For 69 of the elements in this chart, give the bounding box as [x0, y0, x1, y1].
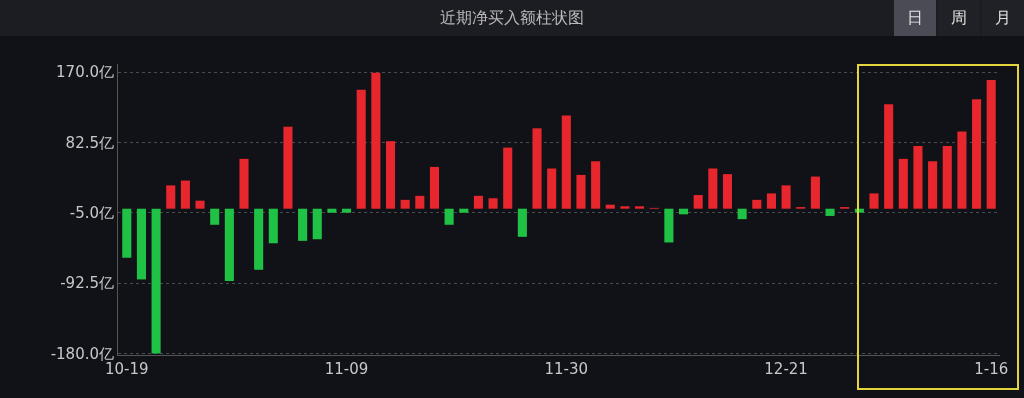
bar — [884, 104, 894, 209]
text: 日 — [894, 0, 936, 36]
bar — [810, 176, 820, 209]
bar — [957, 131, 967, 209]
bar — [166, 185, 176, 209]
y-tick-label: 82.5亿 — [65, 133, 114, 152]
bar — [122, 208, 132, 258]
y-tick-label: -5.0亿 — [69, 203, 114, 222]
bar — [283, 126, 293, 209]
bar — [210, 208, 220, 225]
bar — [298, 208, 308, 241]
bar — [444, 208, 454, 225]
bar — [781, 185, 791, 209]
bar — [986, 80, 996, 209]
y-tick-label: -180.0亿 — [50, 344, 114, 363]
bar — [928, 161, 938, 209]
bar — [708, 168, 718, 209]
bar — [473, 195, 483, 209]
bar — [737, 208, 747, 220]
x-tick-label: 11-09 — [324, 360, 369, 378]
bar — [459, 208, 469, 213]
bar — [136, 208, 146, 280]
bar — [591, 161, 601, 209]
bar — [371, 72, 381, 209]
bar — [532, 128, 542, 209]
bar — [503, 147, 513, 209]
x-tick-label: 1-16 — [974, 360, 1009, 378]
bar — [972, 99, 982, 209]
bar — [254, 208, 264, 270]
bar — [195, 200, 205, 209]
bar — [312, 208, 322, 240]
bar — [913, 145, 923, 209]
bar — [869, 193, 879, 209]
bar — [268, 208, 278, 244]
bar — [635, 206, 645, 209]
bar — [766, 193, 776, 209]
text: 月 — [982, 0, 1024, 36]
bar — [561, 115, 571, 209]
bar — [356, 89, 366, 209]
bar — [693, 195, 703, 209]
bar — [605, 204, 615, 209]
y-tick-label: 170.0亿 — [56, 63, 114, 82]
bar — [620, 206, 630, 209]
y-tick-label: -92.5亿 — [60, 274, 114, 293]
bar — [400, 199, 410, 209]
bar — [517, 208, 527, 237]
bar — [576, 174, 586, 209]
bar — [385, 141, 396, 209]
bar — [488, 198, 498, 209]
x-tick-label: 10-19 — [104, 360, 149, 378]
bar — [752, 199, 762, 209]
bar — [342, 208, 352, 213]
bar — [825, 208, 835, 216]
bar — [942, 145, 952, 209]
chart-title: 近期净买入额柱状图 — [440, 8, 584, 27]
x-tick-label: 12-21 — [764, 360, 808, 378]
bar — [547, 168, 557, 209]
bar — [224, 208, 234, 282]
bar — [664, 208, 674, 243]
x-tick-label: 11-30 — [544, 360, 589, 378]
bar — [151, 208, 161, 354]
bar — [429, 166, 440, 209]
bar — [898, 158, 908, 209]
bar — [722, 174, 733, 209]
bar — [327, 208, 337, 213]
bar — [239, 158, 249, 209]
text: 周 — [938, 0, 980, 36]
bar — [415, 195, 425, 209]
bar — [180, 180, 190, 209]
